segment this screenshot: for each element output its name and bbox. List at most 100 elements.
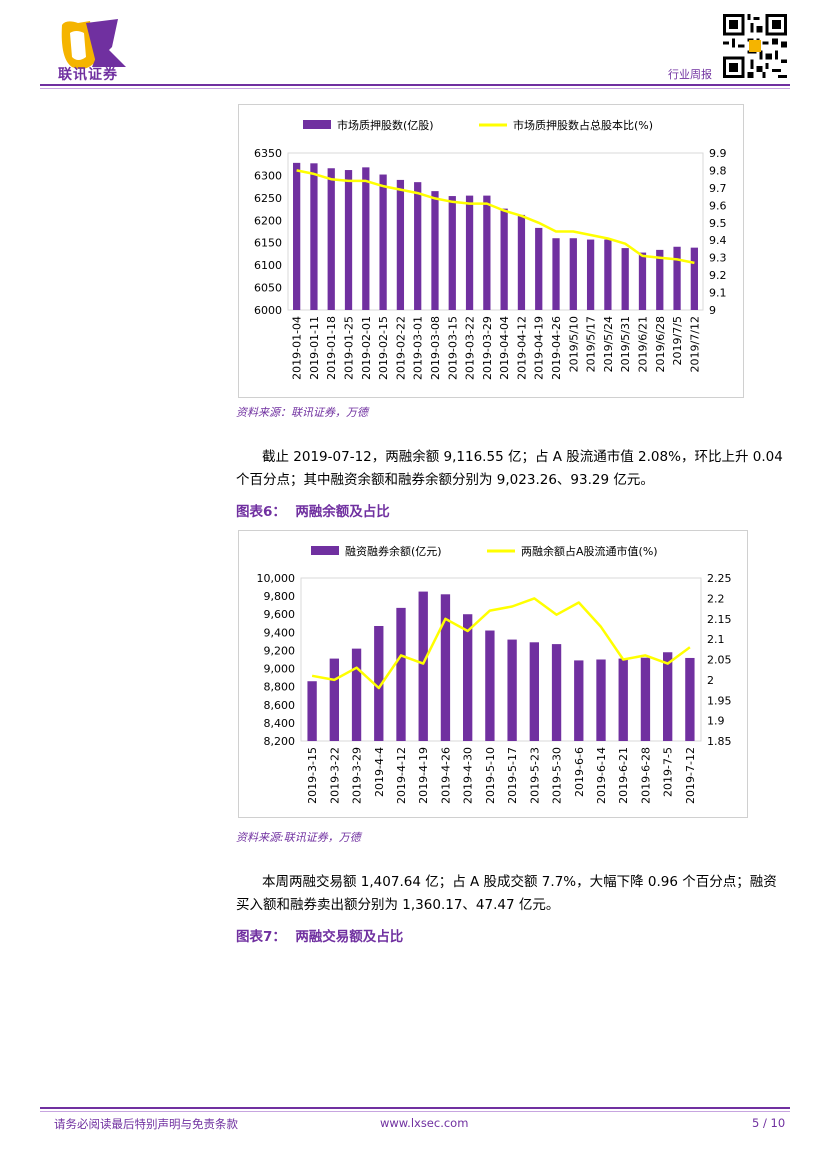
footer-divider-thin	[40, 1111, 790, 1112]
left-axis-tick-label: 6300	[254, 169, 282, 182]
right-axis-tick-label: 2.25	[707, 572, 732, 585]
x-axis-tick-label: 2019-4-26	[439, 747, 452, 804]
right-axis-tick-label: 2.1	[707, 633, 725, 646]
figure-6-label: 图表6：	[236, 504, 286, 520]
legend-line-label: 两融余额占A股流通市值(%)	[521, 544, 658, 558]
x-axis-tick-label: 2019/7/12	[688, 316, 701, 372]
bar	[440, 594, 451, 741]
left-axis-tick-label: 8,600	[264, 699, 296, 712]
right-axis-tick-label: 9.3	[709, 252, 727, 265]
x-axis-tick-label: 2019-03-22	[464, 316, 477, 380]
x-axis-tick-label: 2019-01-11	[308, 316, 321, 380]
bar	[535, 227, 543, 310]
left-axis-tick-label: 9,400	[264, 626, 296, 639]
bar	[656, 249, 664, 310]
footer-page-number: 5 / 10	[752, 1116, 786, 1130]
chart2-source: 资料来源:联讯证券，万德	[236, 831, 361, 844]
bar	[500, 208, 508, 310]
bar	[396, 179, 405, 310]
left-axis-tick-label: 8,800	[264, 681, 296, 694]
x-axis-tick-label: 2019-3-22	[328, 747, 341, 804]
header-divider	[40, 84, 790, 86]
x-axis-tick-label: 2019-3-15	[306, 747, 319, 804]
left-axis-tick-label: 8,200	[264, 735, 296, 748]
x-axis-tick-label: 2019-03-01	[412, 316, 425, 380]
left-axis-tick-label: 6350	[254, 147, 282, 160]
legend-line-label: 市场质押股数占总股本比(%)	[513, 118, 653, 132]
x-axis-tick-label: 2019-6-21	[617, 747, 630, 804]
right-axis-tick-label: 2.2	[707, 592, 725, 605]
x-axis-tick-label: 2019-4-19	[417, 747, 430, 804]
x-axis-tick-label: 2019-03-08	[429, 316, 442, 380]
company-name: 联讯证券	[58, 67, 118, 83]
bar	[448, 196, 456, 310]
left-axis-tick-label: 6150	[254, 237, 282, 250]
header-divider-thin	[40, 88, 790, 89]
x-axis-tick-label: 2019-6-6	[573, 747, 586, 797]
bar	[574, 660, 584, 741]
x-axis-tick-label: 2019-5-23	[528, 747, 541, 804]
x-axis-tick-label: 2019-03-29	[481, 316, 494, 380]
bar	[465, 195, 474, 310]
figure-7-name: 两融交易额及占比	[295, 929, 404, 945]
right-axis-tick-label: 1.9	[707, 715, 725, 728]
right-axis-tick-label: 9.6	[709, 199, 727, 212]
plot-frame	[287, 152, 704, 311]
left-axis-tick-label: 8,400	[264, 717, 296, 730]
left-axis-tick-label: 9,200	[264, 644, 296, 657]
x-axis-tick-label: 2019/5/24	[602, 316, 615, 372]
margin-chart-frame: 融资融券余额(亿元) 两融余额占A股流通市值(%) 10,000 9,800 9,600…	[238, 530, 748, 818]
x-axis-tick-label: 2019-5-10	[484, 747, 497, 804]
x-axis-tick-label: 2019/6/21	[637, 316, 650, 372]
x-axis-tick-label: 2019-7-5	[662, 747, 675, 797]
footer-disclaimer[interactable]: 请务必阅读最后特别声明与免责条款	[54, 1117, 238, 1131]
x-axis-tick-label: 2019-04-19	[533, 316, 546, 380]
legend-bar-label: 市场质押股数(亿股)	[337, 118, 434, 132]
right-axis-tick-label: 2.05	[707, 654, 732, 667]
company-logo	[61, 19, 126, 69]
left-axis-tick-label: 9,800	[264, 590, 296, 603]
x-axis-tick-label: 2019-04-12	[515, 316, 528, 380]
bar	[517, 214, 526, 310]
figure-6-name: 两融余额及占比	[295, 504, 390, 520]
pledge-chart-frame: 市场质押股数(亿股) 市场质押股数占总股本比(%) 6350 6300 6250 6200…	[238, 104, 744, 398]
bar	[351, 648, 362, 741]
x-axis-tick-label: 2019-5-30	[551, 747, 564, 804]
paragraph-1-line-2: 个百分点；其中融资余额和融券余额分别为 9,023.26、93.29 亿元。	[236, 472, 654, 488]
right-axis-tick-label: 9.9	[709, 147, 727, 160]
x-axis-tick-label: 2019-4-4	[373, 747, 386, 797]
x-axis-tick-label: 2019-6-14	[595, 747, 608, 804]
bar	[640, 657, 651, 741]
bar	[621, 248, 629, 310]
qr-code-icon	[723, 14, 787, 78]
footer-website-link[interactable]: www.lxsec.com	[380, 1116, 469, 1130]
x-axis-tick-label: 2019-02-01	[360, 316, 373, 380]
bar	[596, 659, 606, 741]
x-axis-tick-label: 2019-01-25	[343, 316, 356, 380]
bar	[690, 247, 698, 310]
bar	[618, 658, 628, 741]
bar	[483, 195, 491, 310]
bar	[307, 681, 317, 741]
right-axis-tick-label: 1.85	[707, 735, 732, 748]
bar	[552, 238, 560, 310]
right-axis-tick-label: 1.95	[707, 694, 732, 707]
x-axis-tick-label: 2019-01-04	[291, 316, 304, 380]
bar	[379, 174, 387, 310]
left-axis-tick-label: 10,000	[257, 572, 296, 585]
bar	[293, 162, 301, 310]
right-axis-tick-label: 9.2	[709, 269, 727, 282]
right-axis-tick-label: 9	[709, 304, 716, 317]
right-axis-tick-label: 2	[707, 674, 714, 687]
x-axis-tick-label: 2019-6-28	[639, 747, 652, 804]
x-axis-tick-label: 2019-04-04	[498, 316, 511, 380]
bar	[310, 163, 318, 310]
x-axis-tick-label: 2019-5-17	[506, 747, 519, 804]
left-axis-tick-label: 9,600	[264, 608, 296, 621]
bar	[327, 168, 335, 310]
bar	[551, 644, 562, 741]
x-axis-tick-label: 2019-02-15	[377, 316, 390, 380]
right-axis-tick-label: 9.7	[709, 182, 727, 195]
bar	[374, 625, 384, 741]
left-axis-tick-label: 9,000	[264, 663, 296, 676]
